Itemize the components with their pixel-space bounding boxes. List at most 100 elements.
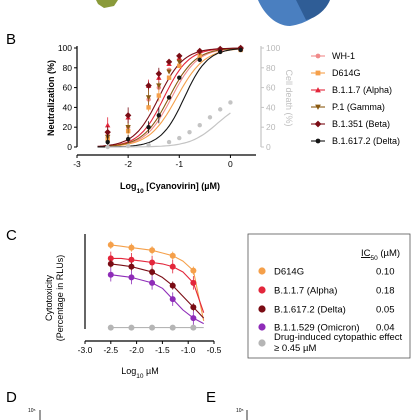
chart-c-curve-3	[110, 274, 204, 325]
data-point-1	[166, 75, 172, 80]
chart-b-right-tick-label: 40	[266, 102, 276, 112]
chart-b-y-tick-label: 0	[67, 142, 72, 152]
chart-c-y-axis-label-line2: (Percentage in RLUs)	[55, 255, 65, 342]
chart-c-legend-label: D614G	[274, 267, 304, 278]
data-point-3	[166, 69, 172, 75]
cell-death-point	[166, 139, 172, 145]
cell-death-point	[146, 142, 151, 148]
chart-c-curve-0	[110, 244, 205, 322]
chart-b-y-tick-label: 100	[58, 43, 72, 53]
data-point-5	[177, 75, 182, 80]
data-point-5	[146, 125, 151, 130]
data-point-3	[145, 95, 152, 101]
chart-c-point-0	[169, 252, 176, 259]
chart-b-right-tick-label: 60	[266, 83, 276, 93]
data-point-5	[238, 47, 243, 53]
data-point-2	[104, 122, 111, 128]
cell-death-point	[105, 144, 110, 150]
data-point-5	[218, 49, 223, 55]
chart-c-point-4	[190, 324, 197, 331]
chart-c-points	[107, 240, 197, 331]
panel-label-b: B	[6, 31, 16, 48]
chart-c-point-0	[128, 244, 135, 251]
chart-c-point-1	[107, 255, 114, 262]
cell-death-point	[228, 100, 233, 105]
chart-b-x-tick-label: -3	[73, 159, 81, 169]
chart-c-point-3	[169, 296, 176, 303]
chart-c-ic50-header: IC50 (µM)	[361, 248, 400, 262]
data-point-4	[124, 112, 132, 119]
chart-b-y-tick-label: 40	[63, 102, 73, 112]
data-point-4	[176, 52, 183, 60]
data-point-5	[166, 95, 172, 100]
data-point-4	[145, 82, 152, 89]
chart-c-x-axis-label: Log10 µM	[121, 366, 158, 380]
legend-label: D614G	[332, 68, 361, 78]
chart-c-point-4	[128, 324, 135, 331]
chart-c-point-3	[128, 274, 135, 281]
legend-label: B.1.1.7 (Alpha)	[332, 85, 392, 95]
cell-death-point	[197, 123, 202, 128]
chart-c-legend-label: B.1.1.529 (Omicron)	[274, 323, 360, 334]
legend-marker	[315, 138, 321, 144]
chart-c-point-4	[169, 324, 176, 331]
chart-c-point-3	[190, 315, 197, 322]
top-decoration	[96, 0, 330, 26]
chart-b-y-tick-label: 20	[63, 122, 73, 132]
cell-death-point	[207, 115, 213, 120]
chart-b-x-axis-label: Log10 [Cyanovirin] (µM)	[120, 181, 220, 195]
legend-label: WH-1	[332, 51, 355, 61]
chart-c-point-1	[128, 256, 135, 263]
legend-marker	[315, 70, 321, 76]
chart-c-point-2	[149, 269, 156, 275]
data-point-4	[165, 58, 173, 66]
cell-death-point	[218, 107, 223, 112]
data-point-4	[155, 70, 163, 77]
panel-label-c: C	[6, 227, 17, 244]
chart-c-x-tick-label: -1.5	[155, 345, 170, 355]
chart-c-x-tick-label: -0.5	[207, 345, 222, 355]
blue-structure-highlight	[296, 0, 330, 20]
panel-d-axis-tick: 10⁵	[28, 408, 36, 414]
chart-c-legend-marker	[258, 339, 266, 347]
chart-c-x-tick-label: -2.5	[103, 345, 118, 355]
chart-c-legend-label: B.1.1.7 (Alpha)	[274, 286, 337, 297]
cell-death-point	[187, 129, 192, 135]
data-point-1	[177, 63, 182, 69]
chart-c-legend-label: B.1.617.2 (Delta)	[274, 305, 346, 316]
chart-c-legend-box	[247, 233, 411, 359]
chart-b-points	[104, 44, 244, 150]
chart-c-x-tick-label: -3.0	[78, 345, 93, 355]
chart-c-curve-2	[110, 263, 205, 319]
cell-death-curve	[105, 112, 231, 148]
chart-c-axes: -3.0 -2.5 -2.0 -1.5 -1.0 -0.5	[78, 234, 222, 355]
data-point-5	[197, 57, 202, 63]
chart-c-point-3	[107, 271, 114, 278]
data-point-3	[125, 125, 131, 130]
chart-c-ic50-value: 0.10	[376, 267, 395, 278]
chart-c-point-4	[149, 324, 156, 331]
chart-c-ic50-value: 0.04	[376, 323, 395, 334]
legend-marker	[315, 87, 321, 93]
chart-c-curve-1	[110, 257, 205, 313]
chart-c-ic50-value: 0.18	[376, 286, 395, 297]
chart-c-point-0	[149, 247, 156, 254]
chart-c-legend-marker	[258, 267, 266, 275]
chart-c-y-axis-label-line1: Cytotoxicity	[44, 274, 54, 321]
chart-b-right-tick-label: 80	[266, 63, 276, 73]
chart-c-curves	[110, 244, 205, 329]
chart-c-point-3	[149, 279, 156, 286]
legend-marker	[315, 53, 321, 59]
chart-c-point-0	[190, 267, 197, 274]
chart-c-point-1	[190, 279, 197, 286]
legend-marker	[314, 120, 322, 128]
chart-c-ic50-value: 0.05	[376, 305, 395, 316]
panel-e-axis-tick: 10⁵	[236, 408, 244, 414]
green-structure-fragment	[96, 0, 118, 8]
chart-c-point-4	[107, 324, 114, 331]
panel-label-e: E	[206, 389, 216, 406]
chart-b-right-axis-label: Cell death (%)	[284, 69, 294, 126]
data-point-3	[176, 59, 182, 65]
chart-c-legend-marker	[258, 286, 266, 294]
